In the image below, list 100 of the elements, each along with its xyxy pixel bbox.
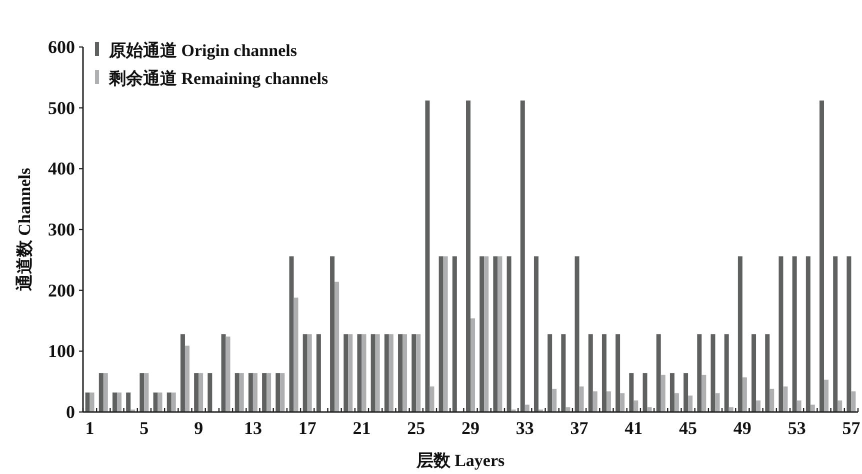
- bar: [280, 373, 285, 412]
- bar: [629, 373, 634, 412]
- bar: [85, 392, 90, 412]
- bar: [226, 336, 230, 412]
- bar: [796, 400, 802, 412]
- bar: [402, 334, 408, 412]
- bar: [221, 334, 226, 412]
- x-tick-label: 57: [842, 418, 860, 438]
- bar: [252, 373, 258, 412]
- bar: [239, 373, 244, 412]
- bar: [425, 100, 430, 412]
- bar: [362, 334, 366, 412]
- bar: [208, 373, 212, 412]
- bar: [116, 392, 122, 412]
- bar: [153, 392, 158, 412]
- bar: [334, 282, 340, 412]
- bar: [493, 256, 498, 412]
- bar: [384, 334, 389, 412]
- x-tick-label: 9: [194, 418, 204, 438]
- y-tick-label: 400: [48, 158, 75, 179]
- bar: [98, 373, 104, 412]
- bar: [728, 407, 734, 412]
- bar: [656, 334, 661, 412]
- bar: [348, 334, 353, 412]
- bar: [198, 373, 204, 412]
- bar: [289, 256, 294, 412]
- bar: [234, 373, 240, 412]
- bar: [398, 334, 403, 412]
- bar: [375, 334, 380, 412]
- bar: [606, 391, 611, 412]
- bar: [634, 400, 638, 412]
- bar: [738, 256, 742, 412]
- bar: [452, 256, 457, 412]
- bar: [792, 256, 797, 412]
- bar: [307, 334, 312, 412]
- x-tick-label: 25: [407, 418, 426, 438]
- bar: [592, 391, 598, 412]
- bar: [602, 334, 606, 412]
- bar: [112, 392, 117, 412]
- x-tick-label: 41: [624, 418, 643, 438]
- bar: [126, 392, 131, 412]
- bar: [806, 256, 810, 412]
- bar: [742, 377, 747, 412]
- bar: [765, 334, 770, 412]
- bar: [674, 393, 679, 412]
- bar: [438, 256, 444, 412]
- bar: [756, 400, 761, 412]
- bar: [851, 391, 856, 412]
- legend-label: 原始通道 Origin channels: [108, 41, 298, 60]
- bar: [466, 100, 470, 412]
- x-axis-title: 层数 Layers: [415, 451, 506, 470]
- bar: [770, 388, 774, 412]
- x-tick-label: 13: [244, 418, 262, 438]
- bar: [184, 346, 190, 412]
- bar: [524, 404, 530, 412]
- x-tick-label: 29: [462, 418, 480, 438]
- bar: [688, 396, 693, 412]
- bar: [561, 334, 566, 412]
- bar: [180, 334, 185, 412]
- y-tick-label: 500: [48, 98, 75, 118]
- bar: [534, 256, 538, 412]
- y-axis-title: 通道数 Channels: [15, 167, 34, 292]
- y-tick-label: 200: [48, 280, 75, 300]
- bar: [588, 334, 593, 412]
- bar: [574, 256, 580, 412]
- bar: [810, 404, 815, 412]
- y-tick-label: 300: [48, 220, 75, 240]
- bar: [710, 334, 716, 412]
- x-tick-label: 5: [140, 418, 149, 438]
- bar: [702, 374, 706, 412]
- bar: [548, 334, 552, 412]
- bar: [846, 256, 852, 412]
- bar: [276, 373, 280, 412]
- bar: [642, 373, 648, 412]
- bar: [262, 373, 267, 412]
- bar: [430, 386, 434, 412]
- bar: [443, 256, 448, 412]
- bar: [266, 373, 272, 412]
- bar: [166, 392, 172, 412]
- bar: [684, 373, 688, 412]
- bar: [171, 392, 176, 412]
- bar: [470, 318, 475, 412]
- bar: [752, 334, 756, 412]
- bar: [566, 407, 570, 412]
- bar: [412, 334, 416, 412]
- y-tick-label: 100: [48, 341, 75, 362]
- bar: [103, 373, 108, 412]
- bar: [294, 298, 298, 412]
- x-tick-label: 49: [733, 418, 752, 438]
- bar: [520, 100, 525, 412]
- bar: [388, 334, 394, 412]
- bar: [344, 334, 348, 412]
- bar: [484, 256, 489, 412]
- bar: [697, 334, 702, 412]
- bar: [248, 373, 253, 412]
- x-tick-label: 53: [788, 418, 806, 438]
- bar: [416, 334, 421, 412]
- bar: [660, 374, 666, 412]
- bar: [670, 373, 674, 412]
- bar: [833, 256, 838, 412]
